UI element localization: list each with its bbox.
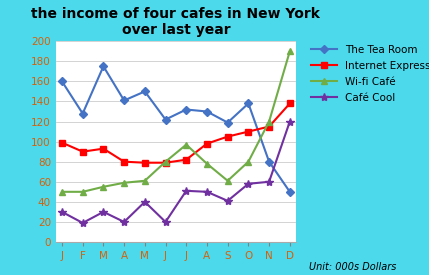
Café Cool bbox=[59, 210, 64, 213]
Wi-fi Café bbox=[266, 120, 272, 123]
Café Cool bbox=[246, 182, 251, 185]
The Tea Room bbox=[59, 80, 64, 83]
Café Cool bbox=[204, 190, 209, 194]
Internet Express bbox=[225, 135, 230, 138]
The Tea Room bbox=[204, 110, 209, 113]
The Tea Room bbox=[80, 112, 85, 115]
Internet Express bbox=[287, 102, 293, 105]
Café Cool bbox=[101, 210, 106, 213]
Internet Express bbox=[101, 147, 106, 150]
Internet Express bbox=[80, 150, 85, 153]
Internet Express bbox=[266, 125, 272, 128]
Internet Express bbox=[163, 161, 168, 164]
The Tea Room bbox=[225, 121, 230, 124]
Wi-fi Café bbox=[59, 190, 64, 194]
Line: The Tea Room: The Tea Room bbox=[59, 64, 293, 195]
Café Cool bbox=[287, 120, 293, 123]
Café Cool bbox=[121, 220, 127, 224]
Wi-fi Café bbox=[287, 50, 293, 53]
Café Cool bbox=[163, 220, 168, 224]
Internet Express bbox=[121, 160, 127, 163]
Internet Express bbox=[184, 158, 189, 161]
Café Cool bbox=[184, 189, 189, 192]
The Tea Room bbox=[266, 160, 272, 163]
The Tea Room bbox=[163, 118, 168, 121]
Wi-fi Café bbox=[246, 160, 251, 163]
Café Cool bbox=[266, 180, 272, 183]
Wi-fi Café bbox=[163, 160, 168, 163]
Line: Wi-fi Café: Wi-fi Café bbox=[58, 48, 293, 195]
Wi-fi Café bbox=[121, 181, 127, 185]
Wi-fi Café bbox=[101, 185, 106, 188]
The Tea Room bbox=[142, 90, 148, 93]
The Tea Room bbox=[246, 102, 251, 105]
Wi-fi Café bbox=[225, 179, 230, 182]
Café Cool bbox=[142, 200, 148, 204]
The Tea Room bbox=[121, 99, 127, 102]
Line: Internet Express: Internet Express bbox=[59, 101, 293, 166]
Café Cool bbox=[80, 221, 85, 225]
Legend: The Tea Room, Internet Express, Wi-fi Café, Café Cool: The Tea Room, Internet Express, Wi-fi Ca… bbox=[308, 42, 429, 105]
Café Cool bbox=[225, 199, 230, 202]
Internet Express bbox=[246, 130, 251, 133]
Wi-fi Café bbox=[204, 162, 209, 165]
The Tea Room bbox=[101, 65, 106, 68]
The Tea Room bbox=[287, 190, 293, 194]
The Tea Room bbox=[184, 108, 189, 111]
Internet Express bbox=[59, 141, 64, 144]
Wi-fi Café bbox=[80, 190, 85, 194]
Wi-fi Café bbox=[142, 179, 148, 182]
Title: the income of four cafes in New York
over last year: the income of four cafes in New York ove… bbox=[31, 7, 320, 37]
Line: Café Cool: Café Cool bbox=[58, 117, 294, 227]
Internet Express bbox=[204, 142, 209, 145]
Wi-fi Café bbox=[184, 143, 189, 146]
Text: Unit: 000s Dollars: Unit: 000s Dollars bbox=[309, 262, 396, 272]
Internet Express bbox=[142, 161, 148, 164]
